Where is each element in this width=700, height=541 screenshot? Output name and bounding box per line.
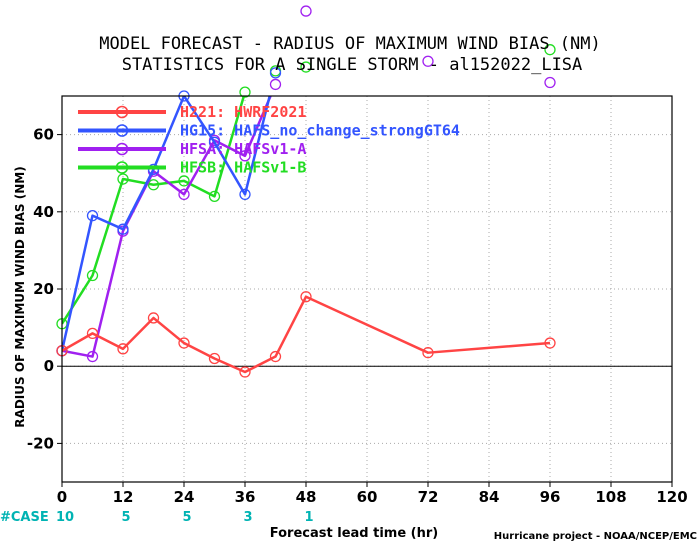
case-count-label: #CASE (0, 510, 49, 525)
data-point (117, 173, 129, 185)
legend-label: HG15: HAFS_no_change_strongGT64 (180, 122, 460, 140)
legend-label: HFSB: HAFSv1-B (180, 159, 306, 177)
data-point (269, 350, 282, 363)
data-point (300, 291, 312, 303)
x-tick-label: 48 (296, 488, 317, 506)
chart-subtitle: STATISTICS FOR A SINGLE STORM - al152022… (122, 55, 583, 75)
data-point (239, 188, 251, 201)
data-point (147, 312, 160, 324)
data-point (544, 337, 556, 349)
legend-marker (115, 124, 129, 137)
chart-title: MODEL FORECAST - RADIUS OF MAXIMUM WIND … (99, 34, 601, 54)
data-point (86, 350, 99, 363)
data-point (239, 150, 251, 162)
legend-label: HFSA: HAFSv1-A (180, 140, 306, 158)
series-1 (56, 291, 556, 378)
series-4 (56, 44, 556, 330)
case-count: 5 (182, 510, 191, 525)
data-point (544, 76, 556, 89)
case-count: 5 (121, 510, 130, 525)
case-count: 3 (243, 510, 252, 525)
x-tick-label: 24 (174, 488, 195, 506)
data-point (239, 86, 251, 98)
data-point (269, 67, 282, 79)
chart-grid (62, 96, 672, 482)
y-axis-label: RADIUS OF MAXIMUM WIND BIAS (NM) (13, 166, 27, 427)
credit-text: Hurricane project - NOAA/NCEP/EMC (494, 531, 697, 541)
series-line (62, 295, 551, 374)
data-point (269, 78, 282, 91)
y-tick-label: -20 (27, 434, 54, 452)
data-point (300, 5, 312, 17)
data-point (544, 44, 556, 56)
data-point (239, 366, 251, 378)
data-point (300, 61, 312, 73)
legend-label: H221: HWRF2021 (180, 103, 306, 121)
data-point (422, 347, 434, 359)
x-tick-label: 84 (479, 488, 500, 506)
data-point (208, 352, 221, 365)
data-point (178, 337, 190, 349)
x-axis-ticks: 0 12 24 36 48 60 72 84 96 108 120 (57, 482, 688, 506)
x-tick-label: 36 (235, 488, 256, 506)
x-tick-label: 60 (357, 488, 378, 506)
data-point (86, 210, 99, 222)
x-tick-label: 0 (57, 488, 67, 506)
data-point (117, 343, 129, 355)
legend-marker (115, 161, 129, 174)
x-tick-label: 72 (418, 488, 439, 506)
data-point (178, 175, 190, 187)
y-tick-label: 60 (33, 126, 54, 144)
data-point (86, 327, 99, 340)
case-count: 10 (56, 510, 74, 525)
y-axis-ticks: -20 0 20 40 60 (27, 126, 62, 452)
x-tick-label: 120 (656, 488, 687, 506)
data-point (117, 223, 129, 235)
y-tick-label: 0 (44, 357, 54, 375)
data-point (86, 269, 99, 282)
y-tick-label: 20 (33, 280, 54, 298)
x-tick-label: 108 (595, 488, 626, 506)
x-axis-label: Forecast lead time (hr) (270, 526, 438, 541)
x-tick-label: 12 (113, 488, 134, 506)
data-point (422, 55, 434, 67)
data-point (208, 136, 221, 148)
data-point (208, 190, 221, 203)
legend-marker (115, 142, 129, 156)
x-tick-label: 96 (540, 488, 561, 506)
series-line (62, 96, 246, 325)
legend-marker (115, 105, 129, 119)
y-tick-label: 40 (33, 203, 54, 221)
data-point (147, 179, 160, 191)
data-point (178, 188, 190, 201)
case-counts: #CASE 10 5 5 3 1 (0, 510, 314, 525)
case-count: 1 (304, 510, 313, 525)
series-layer (56, 5, 556, 378)
